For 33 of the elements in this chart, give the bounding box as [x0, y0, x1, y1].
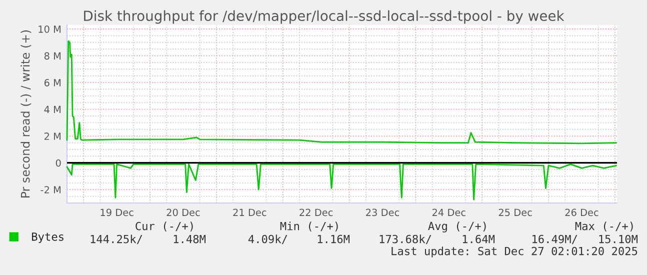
text: Avg (-/+) — [428, 222, 486, 232]
text: 173.68k/ — [380, 234, 432, 244]
text: Max (-/+) — [575, 222, 633, 232]
y-tick-label: 6 M — [44, 79, 60, 86]
y-tick-label: 10 M — [38, 25, 60, 33]
x-tick-label: 20 Dec — [166, 208, 200, 216]
text: 1.64M — [462, 234, 495, 244]
text: 4.09k/ — [248, 234, 288, 244]
x-tick-label: 25 Dec — [498, 208, 532, 216]
chart-title: Disk throughput for /dev/mapper/local--ssd-local--ssd-tpool - by week — [84, 10, 564, 24]
x-tick-label: 23 Dec — [366, 208, 400, 216]
x-tick-label: 19 Dec — [100, 208, 134, 216]
x-tick-label: 22 Dec — [300, 208, 333, 216]
line-series — [66, 163, 618, 200]
y-tick-label: 8 M — [44, 52, 60, 60]
x-tick-label: 24 Dec — [432, 208, 466, 216]
text: Cur (-/+) — [136, 222, 193, 232]
y-axis-title: Pr second read (-) / write (+) — [20, 30, 32, 198]
line-series — [66, 40, 618, 144]
text: 1.48M — [174, 234, 206, 244]
text: 15.10M — [599, 234, 638, 244]
y-tick-label: -2 M — [40, 186, 60, 194]
text: 1.16M — [318, 234, 350, 244]
text: 144.25k/ — [90, 234, 142, 244]
x-tick-label: 26 Dec — [565, 208, 598, 216]
text: Min (-/+) — [280, 222, 338, 232]
legend-label: Bytes — [32, 232, 64, 243]
x-tick-label: 21 Dec — [233, 208, 266, 216]
text: 16.49M/ — [532, 234, 578, 244]
y-tick-label: 4 M — [44, 106, 60, 114]
y-tick-label: 2 M — [44, 132, 60, 140]
y-tick-label: 0 — [56, 159, 61, 167]
text: Last update: Sat Dec 27 02:01:20 2025 — [392, 246, 638, 258]
